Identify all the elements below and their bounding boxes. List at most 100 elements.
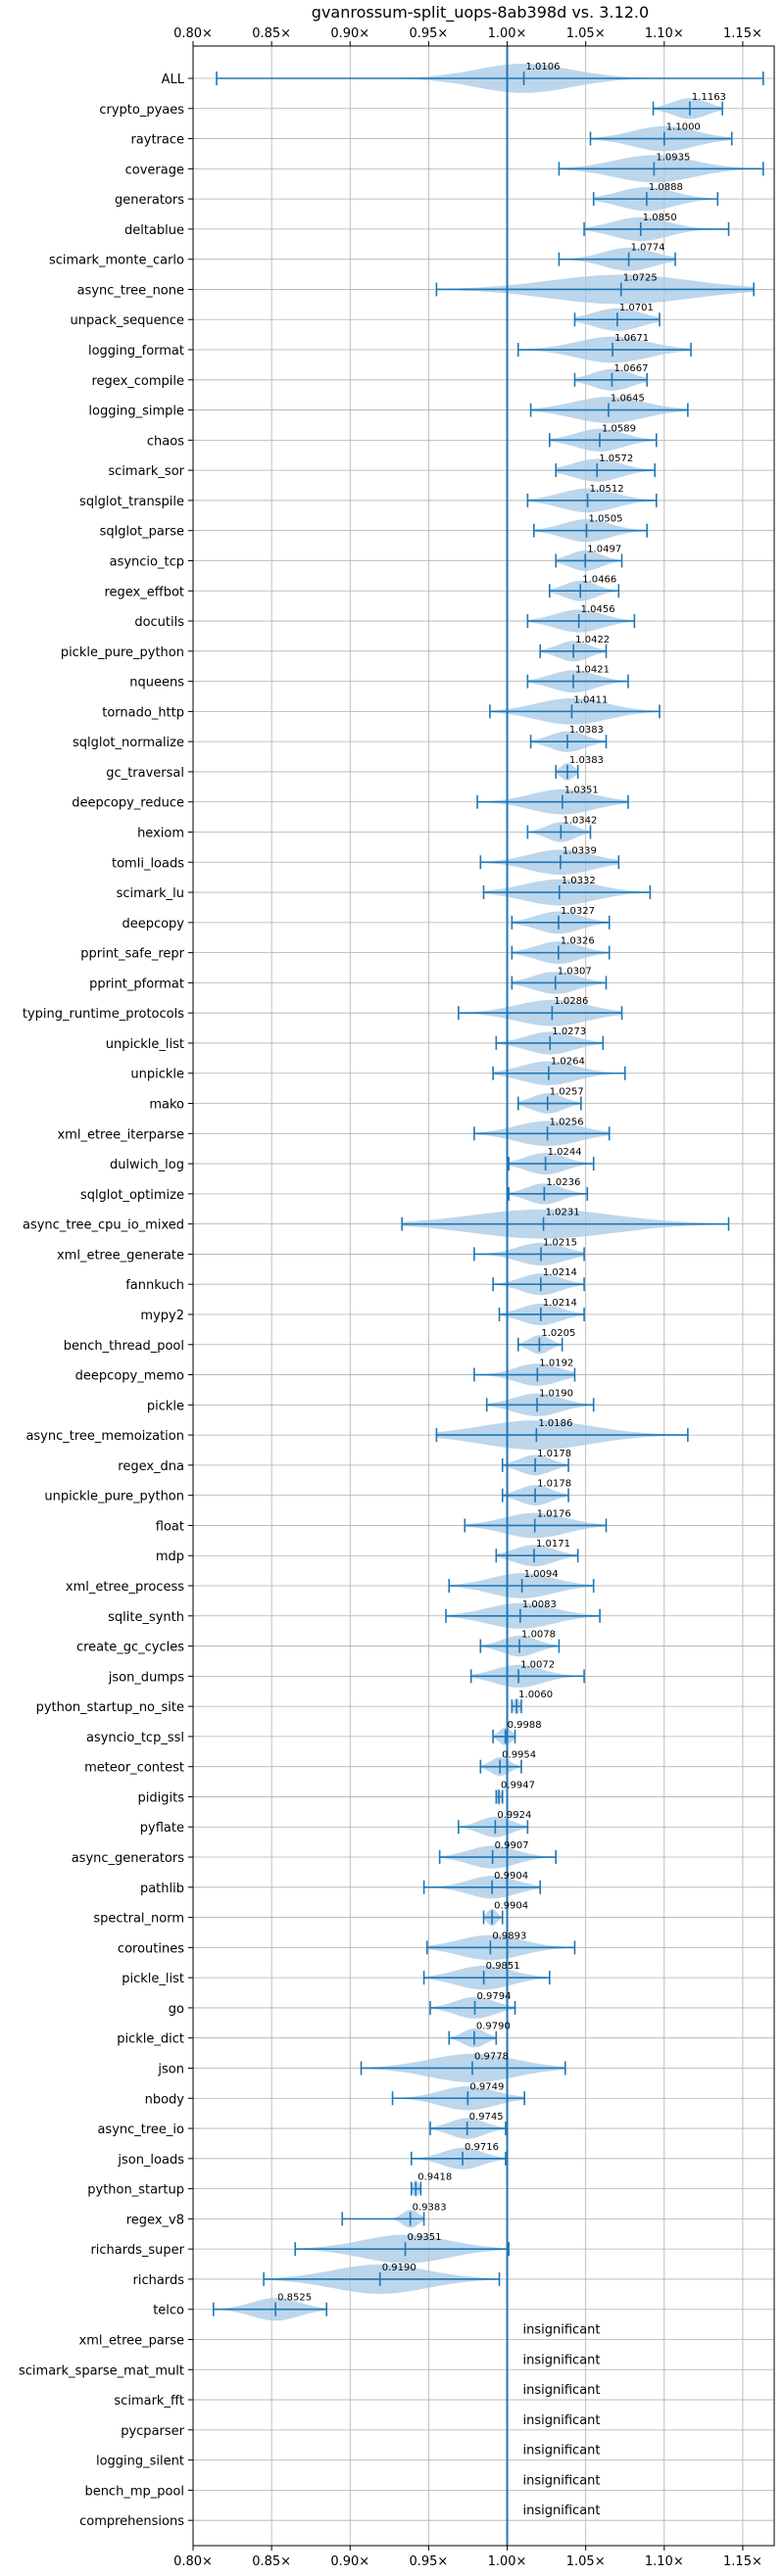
category-label-logging_simple: logging_simple bbox=[88, 405, 184, 419]
value-label-json: 0.9778 bbox=[474, 2051, 509, 2062]
insignificant-label-bench_mp_pool: insignificant bbox=[523, 2473, 601, 2488]
value-label-nbody: 0.9749 bbox=[469, 2081, 504, 2092]
value-label-pathlib: 0.9904 bbox=[494, 1871, 528, 1882]
category-label-scimark_sparse_mat_mult: scimark_sparse_mat_mult bbox=[19, 2363, 184, 2378]
value-label-docutils: 1.0456 bbox=[581, 604, 615, 615]
category-label-pathlib: pathlib bbox=[140, 1882, 184, 1896]
category-label-typing_runtime_protocols: typing_runtime_protocols bbox=[23, 1007, 184, 1022]
value-label-asyncio_tcp_ssl: 0.9988 bbox=[508, 1720, 542, 1731]
value-label-pprint_safe_repr: 1.0326 bbox=[561, 936, 595, 947]
value-label-ALL: 1.0106 bbox=[526, 62, 561, 72]
value-label-gc_traversal: 1.0383 bbox=[569, 755, 604, 766]
category-label-ALL: ALL bbox=[162, 72, 185, 87]
category-label-richards: richards bbox=[133, 2273, 185, 2288]
tick-label-bottom-6: 1.10× bbox=[645, 2554, 684, 2569]
value-label-logging_format: 1.0671 bbox=[614, 333, 649, 344]
value-label-coroutines: 0.9893 bbox=[492, 1931, 526, 1941]
category-label-crypto_pyaes: crypto_pyaes bbox=[99, 103, 184, 118]
category-label-regex_effbot: regex_effbot bbox=[104, 585, 184, 599]
category-label-pprint_pformat: pprint_pformat bbox=[89, 977, 184, 991]
value-label-raytrace: 1.1000 bbox=[666, 122, 701, 133]
category-label-mdp: mdp bbox=[156, 1550, 184, 1564]
value-label-nqueens: 1.0421 bbox=[575, 665, 610, 676]
value-label-crypto_pyaes: 1.1163 bbox=[692, 92, 726, 103]
tick-label-bottom-1: 0.85× bbox=[252, 2554, 291, 2569]
value-label-create_gc_cycles: 1.0078 bbox=[521, 1630, 556, 1641]
tick-label-bottom-7: 1.15× bbox=[723, 2554, 762, 2569]
value-label-sqlglot_optimize: 1.0236 bbox=[546, 1177, 580, 1188]
value-label-xml_etree_process: 1.0094 bbox=[524, 1569, 559, 1580]
value-label-scimark_monte_carlo: 1.0774 bbox=[631, 243, 665, 254]
category-label-sqlglot_optimize: sqlglot_optimize bbox=[80, 1188, 184, 1203]
value-label-spectral_norm: 0.9904 bbox=[494, 1901, 528, 1912]
value-label-python_startup_no_site: 1.0060 bbox=[518, 1690, 553, 1700]
value-label-go: 0.9794 bbox=[477, 1991, 512, 2002]
value-label-generators: 1.0888 bbox=[649, 182, 683, 193]
value-label-deepcopy: 1.0327 bbox=[561, 906, 595, 917]
category-label-pidigits: pidigits bbox=[138, 1790, 185, 1805]
category-label-mako: mako bbox=[149, 1098, 184, 1113]
tick-label-top-3: 0.95× bbox=[409, 26, 448, 41]
category-label-json: json bbox=[157, 2062, 184, 2076]
category-label-unpickle_pure_python: unpickle_pure_python bbox=[44, 1490, 184, 1504]
category-label-bench_mp_pool: bench_mp_pool bbox=[84, 2484, 184, 2499]
value-label-regex_effbot: 1.0466 bbox=[582, 574, 616, 585]
tick-label-top-0: 0.80× bbox=[173, 26, 213, 41]
whiskers bbox=[213, 72, 764, 2316]
tick-label-top-2: 0.90× bbox=[330, 26, 369, 41]
category-label-richards_super: richards_super bbox=[90, 2243, 184, 2258]
category-label-deltablue: deltablue bbox=[124, 223, 184, 238]
value-label-mako: 1.0257 bbox=[550, 1087, 584, 1098]
value-label-deepcopy_reduce: 1.0351 bbox=[564, 786, 599, 796]
category-labels: ALL crypto_pyaes raytrace coverage generator… bbox=[19, 72, 185, 2529]
value-label-tomli_loads: 1.0339 bbox=[563, 845, 597, 856]
category-label-sqlite_synth: sqlite_synth bbox=[108, 1610, 184, 1625]
category-label-coverage: coverage bbox=[125, 163, 184, 177]
value-label-regex_dna: 1.0178 bbox=[537, 1449, 571, 1459]
value-label-async_tree_none: 1.0725 bbox=[623, 272, 658, 283]
value-label-xml_etree_generate: 1.0215 bbox=[543, 1237, 577, 1248]
value-label-fannkuch: 1.0214 bbox=[543, 1267, 577, 1278]
category-label-spectral_norm: spectral_norm bbox=[93, 1912, 184, 1927]
value-label-pyflate: 0.9924 bbox=[497, 1810, 531, 1821]
value-label-dulwich_log: 1.0244 bbox=[548, 1147, 582, 1158]
grid bbox=[192, 46, 774, 2546]
tick-label-top-5: 1.05× bbox=[566, 26, 606, 41]
value-label-unpack_sequence: 1.0701 bbox=[619, 303, 654, 313]
category-label-async_tree_memoization: async_tree_memoization bbox=[25, 1429, 184, 1444]
category-label-raytrace: raytrace bbox=[130, 133, 184, 148]
category-label-chaos: chaos bbox=[147, 434, 184, 449]
category-label-unpickle_list: unpickle_list bbox=[106, 1037, 184, 1052]
category-label-scimark_sor: scimark_sor bbox=[108, 464, 184, 479]
value-label-pickle_pure_python: 1.0422 bbox=[575, 635, 610, 645]
value-label-async_tree_io: 0.9745 bbox=[469, 2112, 504, 2123]
category-label-pickle_dict: pickle_dict bbox=[117, 2032, 184, 2047]
value-label-chaos: 1.0589 bbox=[602, 423, 636, 434]
category-label-async_tree_io: async_tree_io bbox=[97, 2123, 184, 2137]
category-label-asyncio_tcp_ssl: asyncio_tcp_ssl bbox=[86, 1731, 184, 1745]
value-label-json_loads: 0.9716 bbox=[465, 2142, 499, 2153]
value-label-logging_simple: 1.0645 bbox=[611, 394, 645, 405]
value-label-sqlglot_parse: 1.0505 bbox=[588, 514, 622, 525]
value-label-unpickle: 1.0264 bbox=[551, 1057, 585, 1068]
category-label-python_startup_no_site: python_startup_no_site bbox=[36, 1700, 184, 1715]
category-label-json_loads: json_loads bbox=[117, 2153, 184, 2168]
value-label-json_dumps: 1.0072 bbox=[520, 1659, 555, 1670]
insignificant-label-logging_silent: insignificant bbox=[523, 2444, 601, 2458]
category-label-regex_dna: regex_dna bbox=[118, 1459, 184, 1474]
category-label-async_tree_cpu_io_mixed: async_tree_cpu_io_mixed bbox=[23, 1218, 184, 1233]
value-label-typing_runtime_protocols: 1.0286 bbox=[554, 996, 588, 1007]
tick-label-bottom-3: 0.95× bbox=[409, 2554, 448, 2569]
value-label-asyncio_tcp: 1.0497 bbox=[587, 544, 621, 554]
category-label-fannkuch: fannkuch bbox=[125, 1278, 184, 1293]
category-label-python_startup: python_startup bbox=[87, 2183, 184, 2198]
category-label-logging_format: logging_format bbox=[88, 344, 184, 358]
category-label-coroutines: coroutines bbox=[118, 1941, 184, 1956]
category-label-async_tree_none: async_tree_none bbox=[77, 283, 184, 298]
category-label-tornado_http: tornado_http bbox=[102, 705, 184, 720]
value-label-scimark_sor: 1.0572 bbox=[599, 453, 633, 464]
category-label-xml_etree_generate: xml_etree_generate bbox=[57, 1248, 184, 1263]
value-label-tornado_http: 1.0411 bbox=[573, 694, 608, 705]
value-label-pprint_pformat: 1.0307 bbox=[558, 966, 592, 977]
